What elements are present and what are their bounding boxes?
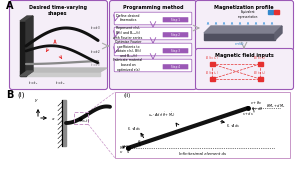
- Text: $F_x \cdot Ads$: $F_x \cdot Ads$: [226, 122, 240, 130]
- Text: Equivalent
representation: Equivalent representation: [238, 10, 258, 19]
- Text: Magnetic field inputs: Magnetic field inputs: [214, 53, 273, 58]
- FancyBboxPatch shape: [114, 27, 192, 40]
- Text: $\delta M_s + dM_s$: $\delta M_s + dM_s$: [266, 102, 285, 110]
- Text: Optimize Fourier
coefficients to
obtain ε(s), B(t)
and Bₑₐᵥ(t): Optimize Fourier coefficients to obtain …: [115, 40, 141, 58]
- Bar: [209, 62, 214, 66]
- Text: $m(s)$: $m(s)$: [235, 40, 245, 47]
- Text: $t=t_2$: $t=t_2$: [90, 48, 101, 56]
- FancyBboxPatch shape: [110, 1, 196, 90]
- Polygon shape: [20, 72, 100, 76]
- Text: $v+\delta v$: $v+\delta v$: [250, 99, 262, 106]
- FancyBboxPatch shape: [163, 64, 188, 69]
- Polygon shape: [20, 71, 33, 76]
- Text: Magnetization profile: Magnetization profile: [214, 5, 274, 10]
- Text: $F_y \cdot Ads$: $F_y \cdot Ads$: [127, 125, 141, 132]
- Text: Step 4: Step 4: [171, 65, 180, 69]
- Bar: [62, 100, 66, 146]
- Text: Fabricate material
based on
optimized ε(s): Fabricate material based on optimized ε(…: [113, 58, 142, 72]
- Text: $t=t_1$: $t=t_1$: [28, 79, 38, 87]
- FancyBboxPatch shape: [196, 1, 293, 51]
- Polygon shape: [204, 26, 282, 33]
- Bar: [257, 62, 262, 66]
- Text: Programming method: Programming method: [123, 5, 183, 10]
- Polygon shape: [20, 16, 33, 21]
- Bar: [257, 77, 262, 81]
- Polygon shape: [20, 21, 26, 76]
- Polygon shape: [20, 68, 107, 72]
- Bar: [274, 10, 279, 14]
- Text: $t=t_0$: $t=t_0$: [90, 61, 101, 69]
- Polygon shape: [275, 26, 282, 40]
- Text: A: A: [6, 1, 14, 11]
- Text: (ii): (ii): [123, 93, 130, 98]
- FancyBboxPatch shape: [163, 32, 188, 37]
- Text: $B_z(t=t_1)$: $B_z(t=t_1)$: [253, 54, 267, 62]
- FancyBboxPatch shape: [114, 59, 192, 72]
- Text: $(s,t)$: $(s,t)$: [81, 117, 90, 124]
- FancyBboxPatch shape: [10, 1, 107, 90]
- Text: B: B: [6, 90, 14, 100]
- Polygon shape: [204, 33, 275, 40]
- FancyBboxPatch shape: [196, 49, 293, 90]
- Text: $B_x(t=t_1)$: $B_x(t=t_1)$: [205, 54, 219, 62]
- Text: Represent ε(s),
B(t) and Bₑₐᵥ(t)
with Fourier series: Represent ε(s), B(t) and Bₑₐᵥ(t) with Fo…: [113, 26, 143, 40]
- Text: $B_x(t=t_2)$: $B_x(t=t_2)$: [205, 69, 219, 77]
- Text: $c_m \cdot Ads(\dot{\theta}+\dot{M}_s)$: $c_m \cdot Ads(\dot{\theta}+\dot{M}_s)$: [148, 110, 176, 119]
- Bar: [268, 10, 273, 14]
- Text: $M_s$: $M_s$: [119, 144, 126, 152]
- FancyBboxPatch shape: [163, 17, 188, 22]
- Text: $t=t_2$: $t=t_2$: [55, 79, 65, 87]
- Polygon shape: [26, 16, 33, 76]
- Text: Step 2: Step 2: [171, 33, 180, 37]
- Text: Desired time-varying
shapes: Desired time-varying shapes: [29, 5, 87, 16]
- FancyBboxPatch shape: [163, 48, 188, 53]
- Bar: [209, 77, 214, 81]
- Text: $y$: $y$: [34, 97, 38, 104]
- Text: Step 3: Step 3: [171, 49, 180, 53]
- Text: (i): (i): [17, 91, 25, 98]
- Text: $v$: $v$: [119, 149, 123, 155]
- Text: $x$: $x$: [51, 116, 56, 122]
- Text: $s$: $s$: [126, 149, 130, 155]
- FancyBboxPatch shape: [114, 43, 192, 56]
- Text: $t=t_3$: $t=t_3$: [90, 24, 101, 32]
- Text: $s+ds$: $s+ds$: [242, 110, 254, 117]
- Text: $\theta$: $\theta$: [137, 138, 141, 145]
- FancyBboxPatch shape: [114, 12, 192, 25]
- Text: Define desired
kinematics: Define desired kinematics: [116, 14, 140, 22]
- FancyBboxPatch shape: [115, 92, 290, 158]
- Text: Infinitesimal element ds: Infinitesimal element ds: [179, 152, 226, 156]
- Text: Step 1: Step 1: [171, 18, 180, 22]
- Text: $\theta+d\theta$: $\theta+d\theta$: [251, 105, 263, 112]
- Text: $B_z(t=t_2)$: $B_z(t=t_2)$: [253, 69, 267, 77]
- Bar: [74, 112, 88, 124]
